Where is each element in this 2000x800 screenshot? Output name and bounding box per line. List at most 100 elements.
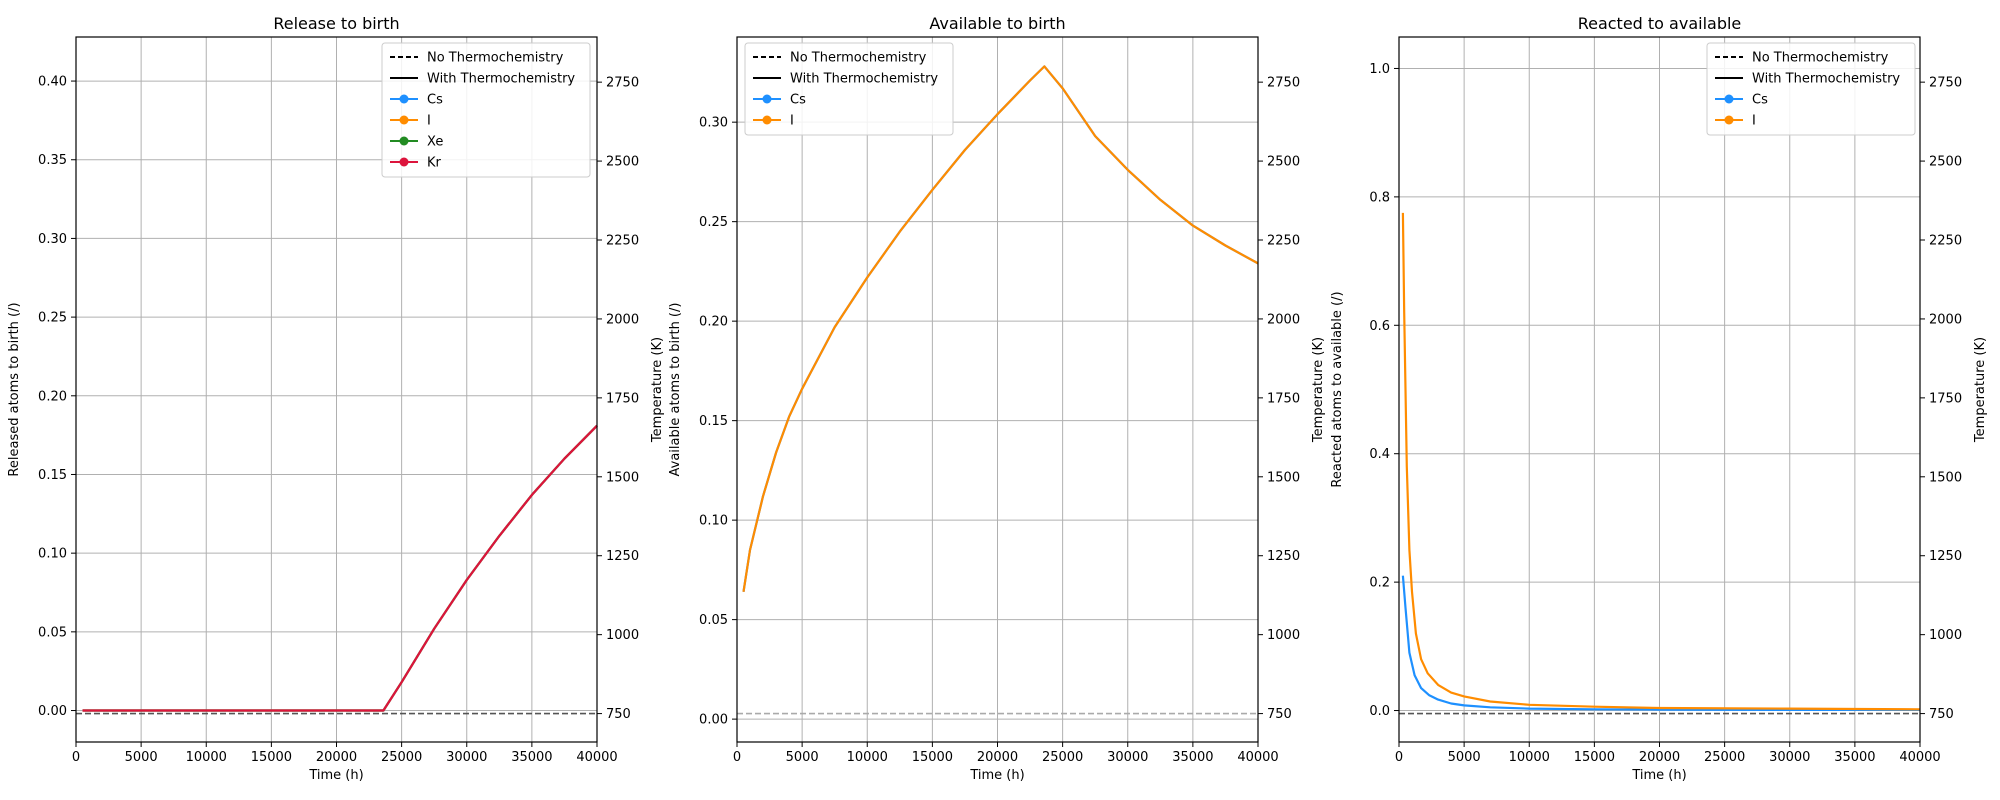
y2-tick-label: 2250 [1929, 234, 1962, 249]
legend-label: Cs [790, 93, 806, 108]
y2-tick-label: 1250 [606, 549, 639, 564]
legend-swatch-marker [1724, 115, 1734, 125]
legend-swatch-marker [399, 136, 409, 146]
x-tick-label: 30000 [446, 750, 487, 765]
legend-label: No Thermochemistry [1752, 51, 1889, 66]
y2-tick-label: 1750 [606, 391, 639, 406]
y-tick-label: 0.2 [1369, 576, 1390, 591]
x-axis-label: Time (h) [969, 768, 1024, 783]
series-line-i [742, 65, 1259, 592]
y2-tick-label: 2250 [606, 234, 639, 249]
legend-swatch-marker [762, 115, 772, 125]
x-tick-label: 15000 [251, 750, 292, 765]
y2-tick-label: 2000 [1929, 312, 1962, 327]
series-line-i [1401, 212, 1921, 711]
legend-label: I [1752, 114, 1756, 129]
y-tick-label: 0.6 [1369, 319, 1390, 334]
y2-tick-label: 2000 [606, 312, 639, 327]
series-line-cs [1401, 575, 1920, 712]
legend: No Thermochemistry With Thermochemistry Cs… [1706, 42, 1916, 136]
y2-tick-label: 1000 [606, 628, 639, 643]
y2-tick-label: 2750 [606, 76, 639, 91]
legend-label: Cs [427, 93, 443, 108]
y2-tick-label: 1750 [1929, 391, 1962, 406]
x-tick-label: 10000 [1509, 750, 1550, 765]
y-tick-label: 0.10 [38, 547, 67, 562]
x-tick-label: 5000 [1448, 750, 1481, 765]
x-tick-label: 15000 [1574, 750, 1615, 765]
legend-label: I [427, 114, 431, 129]
x-tick-label: 20000 [977, 750, 1018, 765]
x-tick-label: 0 [1395, 750, 1403, 765]
x-tick-label: 5000 [125, 750, 158, 765]
y-tick-label: 1.0 [1369, 62, 1390, 77]
legend: No Thermochemistry With Thermochemistry Cs… [381, 42, 591, 178]
chart-title: Release to birth [273, 14, 399, 33]
y-axis-label: Released atoms to birth (/) [7, 302, 22, 476]
y-tick-label: 0.30 [699, 116, 728, 131]
y2-tick-label: 2500 [1267, 155, 1300, 170]
y2-tick-label: 1000 [1267, 628, 1300, 643]
y-tick-label: 0.10 [699, 514, 728, 529]
legend-label: With Thermochemistry [790, 72, 938, 87]
series-line-cs [82, 424, 598, 712]
y-tick-label: 0.35 [38, 153, 67, 168]
y2-tick-label: 1750 [1267, 391, 1300, 406]
y2-tick-label: 2250 [1267, 234, 1300, 249]
chart-title: Available to birth [929, 14, 1065, 33]
y2-tick-label: 1500 [606, 470, 639, 485]
series-line-i [82, 424, 598, 712]
chart-panel-2: 0 5000 10000 15000 20000 25000 30000 35000 40000… [668, 14, 1326, 783]
legend-label: Cs [1752, 93, 1768, 108]
legend-box [381, 42, 591, 178]
y-tick-label: 0.30 [38, 232, 67, 247]
y2-tick-label: 2750 [1267, 76, 1300, 91]
x-tick-label: 30000 [1107, 750, 1148, 765]
y-axis-label: Available atoms to birth (/) [668, 303, 683, 477]
y2-axis-label: Temperature (K) [650, 337, 665, 443]
y2-axis-label: Temperature (K) [1311, 337, 1326, 443]
legend: No Thermochemistry With Thermochemistry Cs… [744, 42, 954, 136]
y2-tick-label: 1250 [1267, 549, 1300, 564]
y2-tick-label: 2500 [606, 155, 639, 170]
x-tick-label: 0 [733, 750, 741, 765]
y2-axis-label: Temperature (K) [1973, 337, 1988, 443]
y-tick-label: 0.4 [1369, 447, 1390, 462]
x-axis-label: Time (h) [308, 768, 363, 783]
series-line-cs [742, 65, 1259, 592]
legend-swatch-marker [762, 94, 772, 104]
x-tick-label: 25000 [1042, 750, 1083, 765]
y-tick-label: 0.00 [38, 704, 67, 719]
y-tick-label: 0.25 [699, 215, 728, 230]
y2-tick-label: 750 [606, 707, 631, 722]
x-tick-label: 20000 [316, 750, 357, 765]
x-tick-label: 40000 [576, 750, 617, 765]
x-axis-label: Time (h) [1631, 768, 1686, 783]
legend-swatch-marker [399, 115, 409, 125]
chart-title: Reacted to available [1578, 14, 1742, 33]
y-tick-label: 0.05 [699, 613, 728, 628]
x-tick-label: 0 [72, 750, 80, 765]
chart-panel-3: 0 5000 10000 15000 20000 25000 30000 35000 40000… [1330, 14, 1988, 783]
y-tick-label: 0.00 [699, 713, 728, 728]
legend-swatch-marker [399, 157, 409, 167]
y2-tick-label: 1500 [1929, 470, 1962, 485]
x-tick-label: 35000 [1834, 750, 1875, 765]
x-tick-label: 30000 [1769, 750, 1810, 765]
chart-panel-1: 0 5000 10000 15000 20000 25000 30000 35000 40000… [7, 14, 665, 783]
legend-box [744, 42, 954, 136]
y2-tick-label: 2750 [1929, 76, 1962, 91]
y2-tick-label: 750 [1929, 707, 1954, 722]
legend-label: No Thermochemistry [427, 51, 564, 66]
y-tick-label: 0.25 [38, 311, 67, 326]
x-tick-label: 25000 [1704, 750, 1745, 765]
y2-tick-label: 1000 [1929, 628, 1962, 643]
x-tick-label: 5000 [786, 750, 819, 765]
x-tick-label: 20000 [1639, 750, 1680, 765]
legend-label: With Thermochemistry [1752, 72, 1900, 87]
series-line-xe [82, 424, 598, 712]
y2-tick-label: 1250 [1929, 549, 1962, 564]
y-axis-label: Reacted atoms to available (/) [1330, 291, 1345, 487]
legend-label: With Thermochemistry [427, 72, 575, 87]
